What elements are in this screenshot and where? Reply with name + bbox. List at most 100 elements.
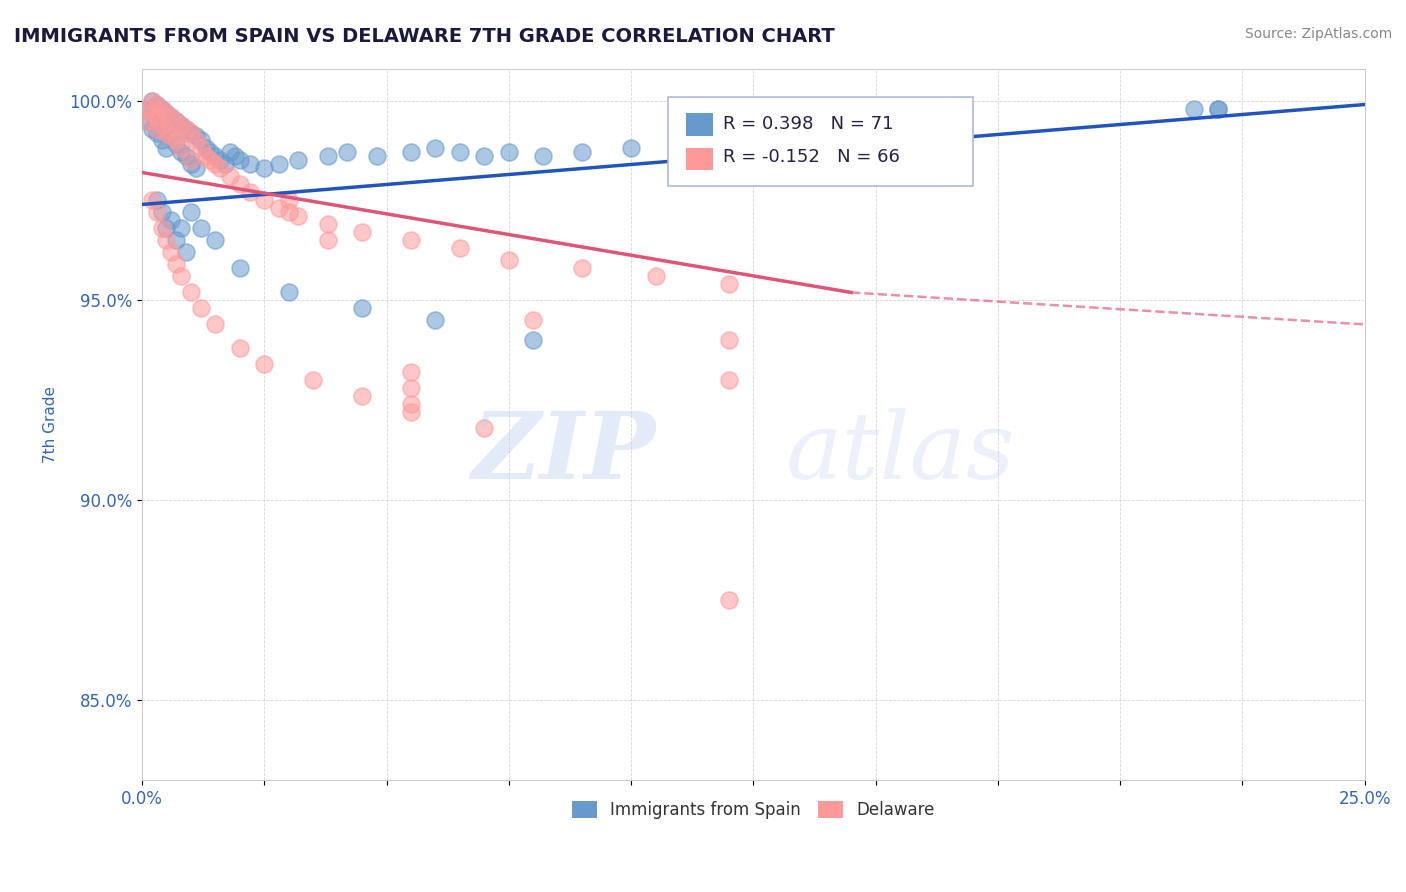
Text: ZIP: ZIP: [471, 408, 655, 498]
Bar: [686, 147, 713, 170]
Point: [145, 110, 167, 124]
Point: [1182, 102, 1205, 116]
Point: [449, 145, 471, 160]
Point: [174, 149, 197, 163]
Point: [336, 145, 359, 160]
FancyBboxPatch shape: [668, 97, 973, 186]
Point: [287, 153, 309, 168]
Point: [150, 102, 173, 116]
Point: [219, 169, 242, 184]
Point: [160, 245, 183, 260]
Point: [180, 157, 202, 171]
Point: [209, 153, 232, 168]
Point: [141, 105, 163, 120]
Point: [160, 110, 183, 124]
Point: [150, 118, 173, 132]
Point: [571, 261, 593, 276]
Point: [155, 105, 177, 120]
Point: [644, 269, 666, 284]
Point: [155, 234, 177, 248]
Point: [352, 226, 374, 240]
Point: [472, 421, 495, 435]
Point: [669, 145, 692, 160]
Legend: Immigrants from Spain, Delaware: Immigrants from Spain, Delaware: [565, 794, 941, 825]
Point: [253, 161, 276, 176]
Point: [204, 318, 226, 332]
Point: [141, 121, 163, 136]
Point: [399, 405, 422, 419]
Point: [184, 161, 207, 176]
Point: [219, 145, 242, 160]
Text: R = -0.152   N = 66: R = -0.152 N = 66: [723, 148, 900, 167]
Point: [165, 257, 187, 271]
Point: [155, 126, 177, 140]
Point: [214, 157, 236, 171]
Point: [366, 149, 388, 163]
Point: [277, 285, 299, 300]
Text: IMMIGRANTS FROM SPAIN VS DELAWARE 7TH GRADE CORRELATION CHART: IMMIGRANTS FROM SPAIN VS DELAWARE 7TH GR…: [14, 27, 835, 45]
Point: [170, 145, 193, 160]
Point: [316, 149, 339, 163]
Point: [170, 141, 193, 155]
Point: [267, 157, 290, 171]
Point: [190, 134, 212, 148]
Point: [150, 205, 173, 219]
Point: [253, 194, 276, 208]
Point: [184, 129, 207, 144]
Point: [180, 205, 202, 219]
Point: [399, 397, 422, 411]
Point: [150, 221, 173, 235]
Point: [717, 277, 740, 292]
Point: [766, 153, 789, 168]
Point: [399, 145, 422, 160]
Point: [190, 221, 212, 235]
Point: [145, 194, 167, 208]
Point: [425, 141, 447, 155]
Point: [180, 153, 202, 168]
Point: [180, 126, 202, 140]
Point: [150, 113, 173, 128]
Point: [155, 221, 177, 235]
Point: [174, 121, 197, 136]
Point: [717, 373, 740, 387]
Point: [200, 145, 222, 160]
Point: [180, 285, 202, 300]
Point: [717, 149, 740, 163]
Point: [287, 210, 309, 224]
Point: [522, 313, 544, 327]
Point: [277, 205, 299, 219]
Point: [571, 145, 593, 160]
Point: [498, 253, 520, 268]
Point: [165, 134, 187, 148]
Point: [170, 118, 193, 132]
Point: [194, 149, 217, 163]
Point: [229, 153, 252, 168]
Point: [425, 313, 447, 327]
Y-axis label: 7th Grade: 7th Grade: [44, 386, 58, 463]
Point: [229, 342, 252, 356]
Point: [238, 157, 260, 171]
Point: [190, 301, 212, 316]
Point: [253, 358, 276, 372]
Point: [155, 105, 177, 120]
Point: [238, 186, 260, 200]
Point: [522, 334, 544, 348]
Point: [135, 102, 157, 116]
Point: [620, 141, 643, 155]
Point: [155, 118, 177, 132]
Point: [160, 129, 183, 144]
Point: [150, 102, 173, 116]
Point: [145, 121, 167, 136]
Point: [135, 102, 157, 116]
Point: [498, 145, 520, 160]
Point: [141, 94, 163, 108]
Point: [267, 202, 290, 216]
Point: [180, 126, 202, 140]
Point: [184, 134, 207, 148]
Point: [717, 334, 740, 348]
Text: Source: ZipAtlas.com: Source: ZipAtlas.com: [1244, 27, 1392, 41]
Text: R = 0.398   N = 71: R = 0.398 N = 71: [723, 115, 893, 133]
Point: [135, 113, 157, 128]
Text: atlas: atlas: [786, 408, 1015, 498]
Point: [717, 593, 740, 607]
